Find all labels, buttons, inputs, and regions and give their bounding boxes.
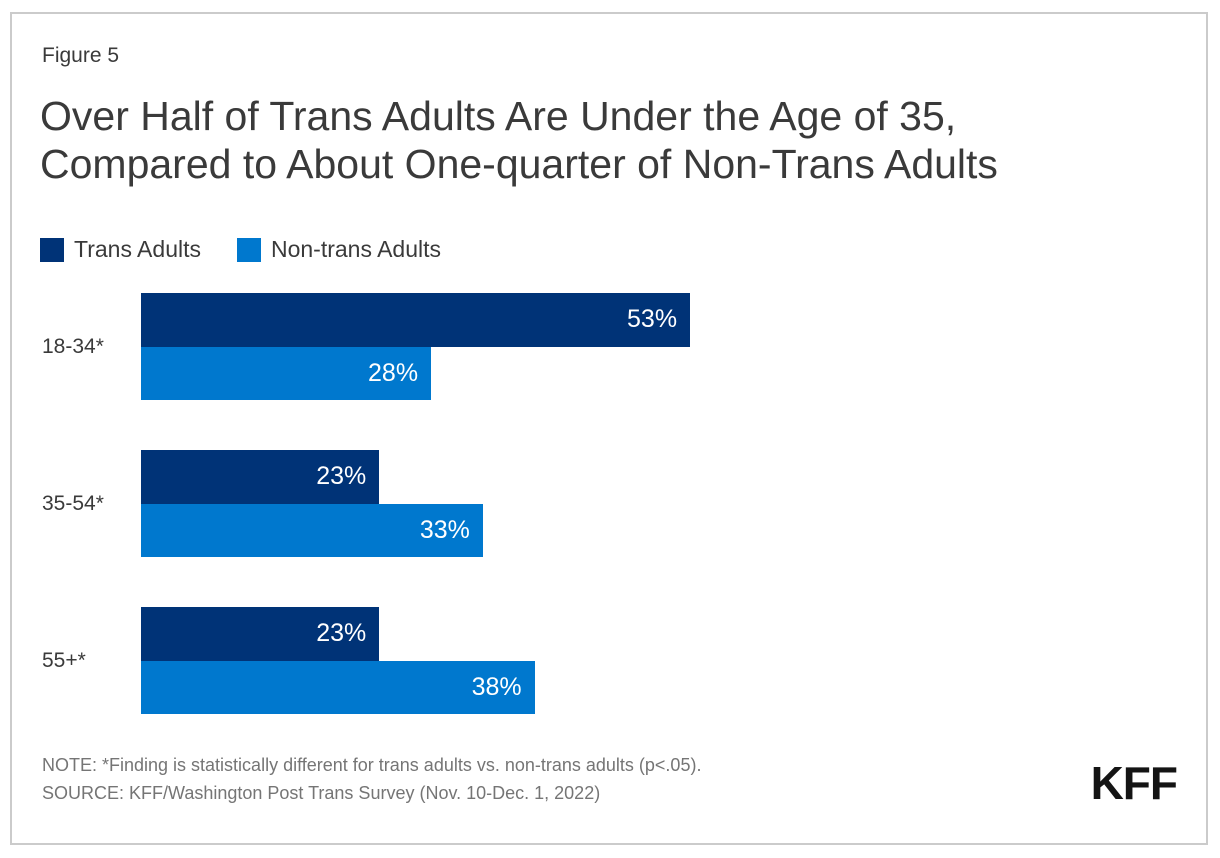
bar-value-label: 53% (627, 305, 678, 334)
bar-chart: 18-34* 53% 28% 35-54* 23% 33% 55+* 23% 38% (0, 293, 1220, 714)
legend-label: Trans Adults (74, 236, 201, 262)
bar-trans-adults: 53% (141, 293, 691, 347)
bar-value-label: 38% (471, 672, 522, 701)
bar-value-label: 23% (316, 619, 367, 648)
bar-pair: 53% 28% (141, 293, 1220, 400)
chart-title-line-1: Over Half of Trans Adults Are Under the … (40, 93, 957, 139)
legend: Trans Adults Non-trans Adults (40, 236, 441, 263)
bar-non-trans-adults: 28% (141, 346, 432, 400)
category-label: 35-54* (42, 491, 104, 515)
kff-logo: KFF (1090, 757, 1178, 809)
chart-title-line-2: Compared to About One-quarter of Non-Tra… (40, 141, 998, 187)
legend-label: Non-trans Adults (270, 236, 442, 262)
bar-value-label: 33% (419, 515, 470, 544)
category-label: 18-34* (42, 334, 104, 358)
bar-trans-adults: 23% (141, 450, 380, 504)
chart-title: Over Half of Trans Adults Are Under the … (40, 92, 998, 188)
legend-item-non-trans-adults: Non-trans Adults (236, 236, 442, 263)
bar-non-trans-adults: 33% (141, 503, 483, 557)
bar-pair: 23% 33% (141, 450, 1220, 557)
bar-value-label: 23% (316, 462, 367, 491)
bar-group: 35-54* 23% 33% (0, 450, 1220, 557)
bar-value-label: 28% (368, 358, 419, 387)
note-text: NOTE: *Finding is statistically differen… (42, 755, 702, 775)
legend-item-trans-adults: Trans Adults (40, 236, 201, 263)
figure-label: Figure 5 (42, 44, 120, 67)
bar-trans-adults: 23% (141, 607, 380, 661)
category-label: 55+* (42, 648, 86, 672)
bar-pair: 23% 38% (141, 607, 1220, 714)
legend-swatch-trans-adults (40, 237, 64, 262)
bar-non-trans-adults: 38% (141, 660, 535, 714)
legend-swatch-non-trans-adults (236, 237, 261, 262)
bar-group: 55+* 23% 38% (0, 607, 1220, 714)
footer-notes: NOTE: *Finding is statistically differen… (42, 751, 701, 807)
source-text: SOURCE: KFF/Washington Post Trans Survey… (42, 783, 601, 803)
bar-group: 18-34* 53% 28% (0, 293, 1220, 400)
